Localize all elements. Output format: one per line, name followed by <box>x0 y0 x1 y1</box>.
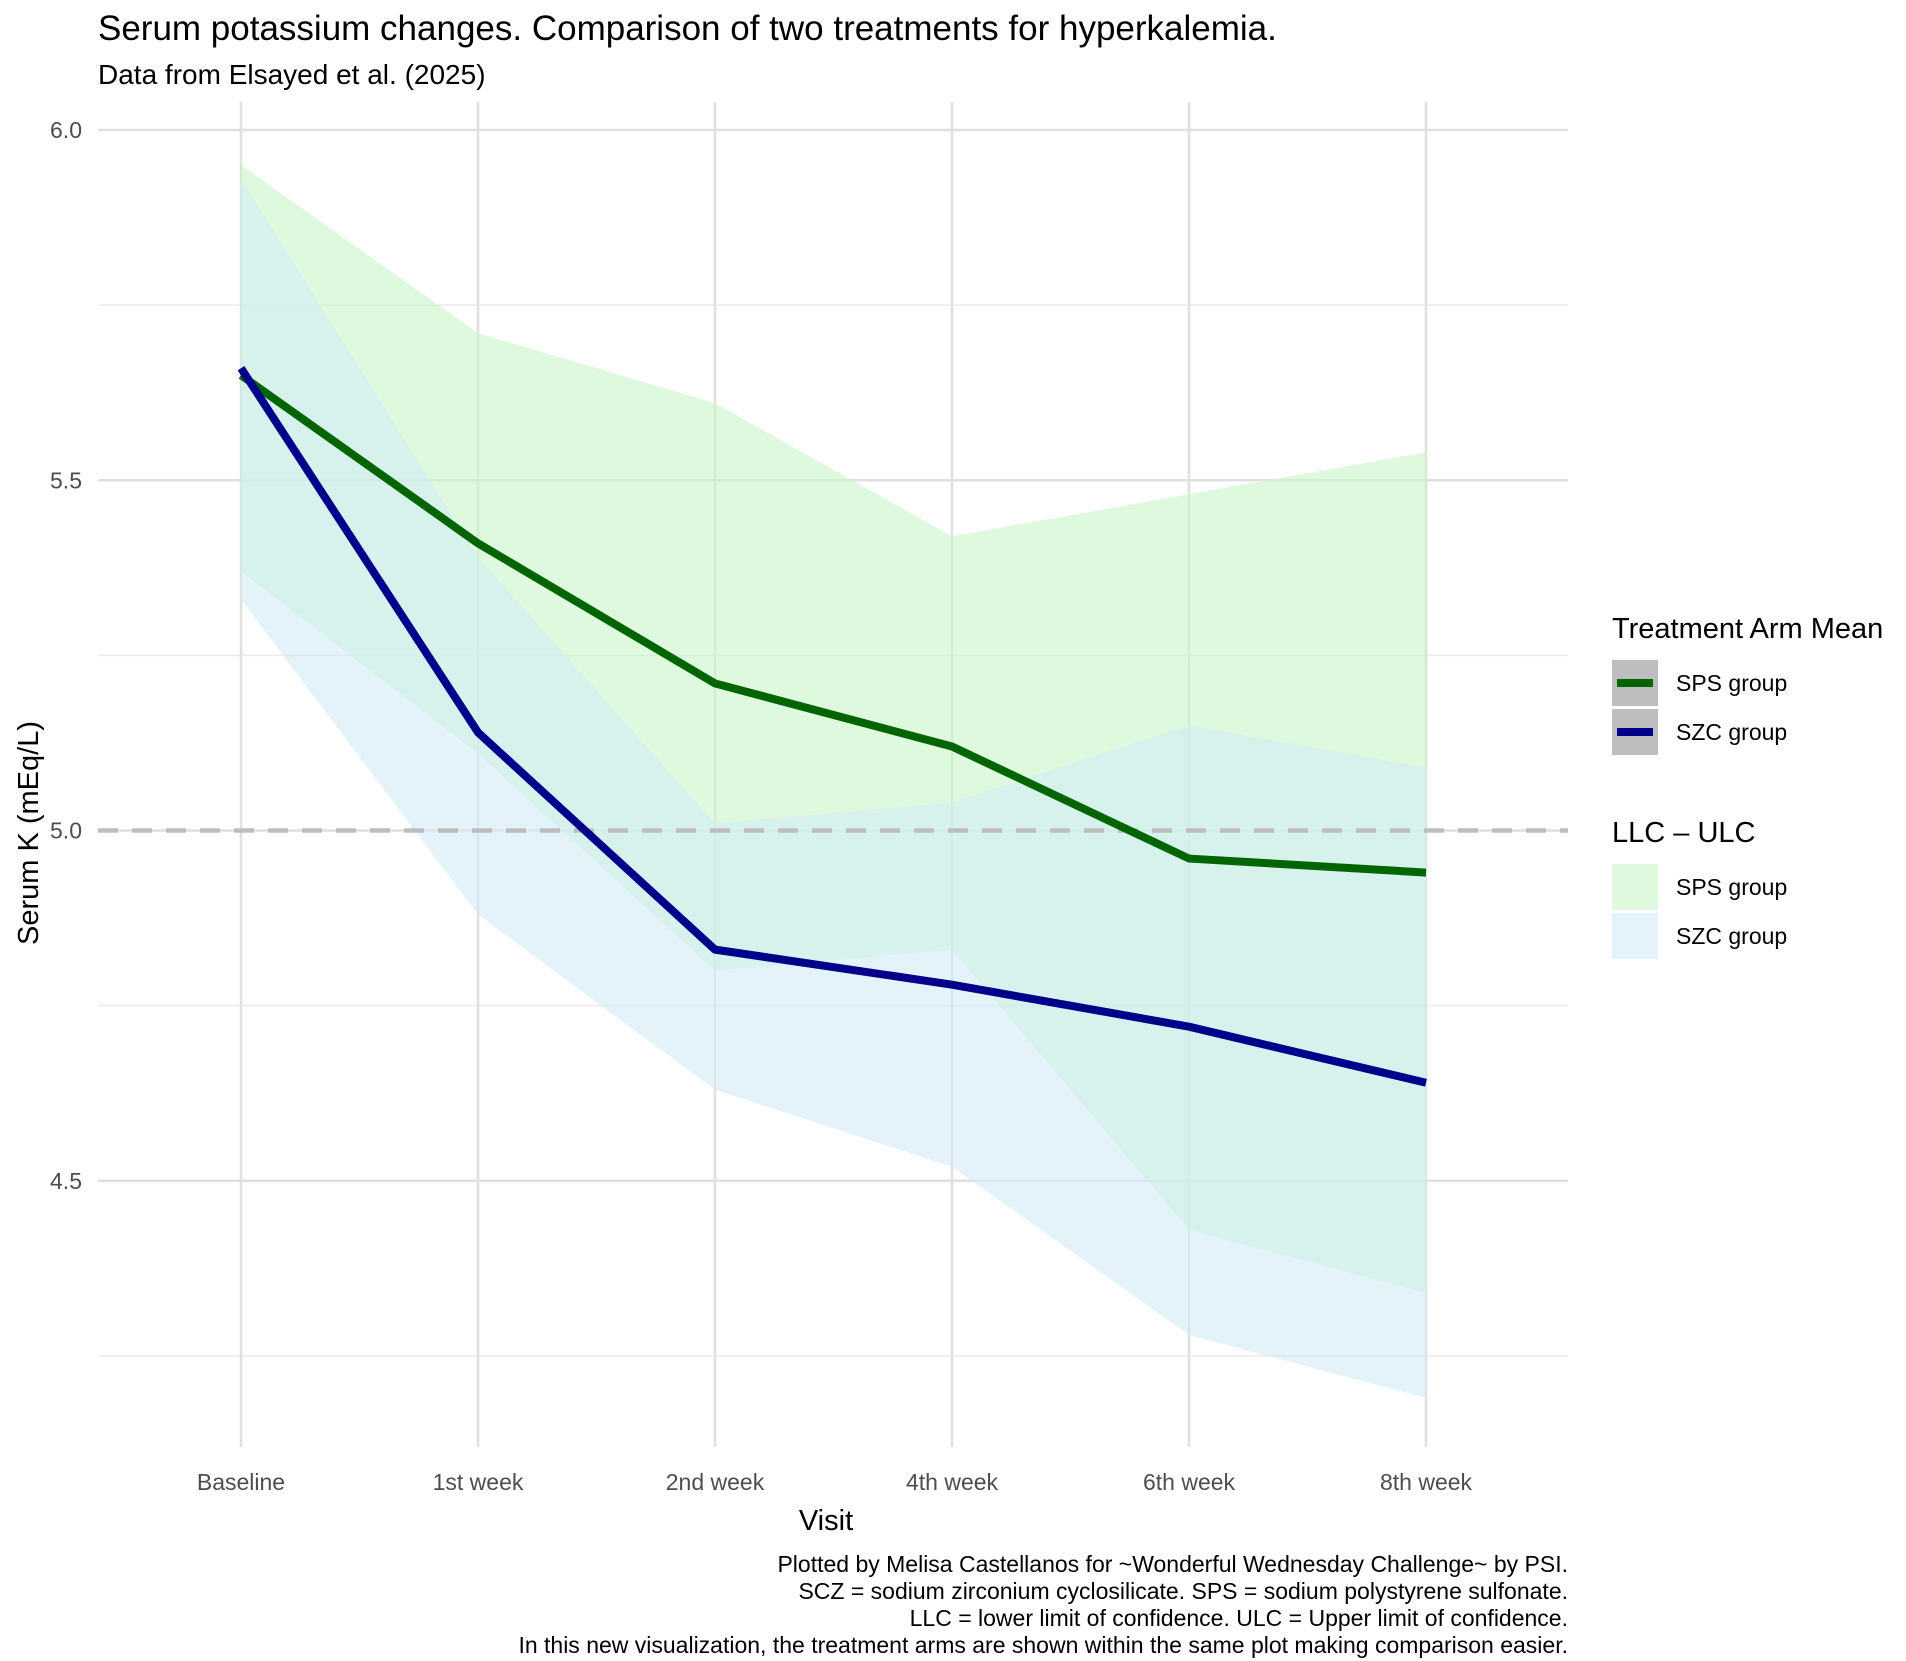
x-axis-title: Visit <box>799 1505 853 1537</box>
legend-title-band: LLC – ULC <box>1612 817 1755 849</box>
legend: Treatment Arm Mean SPS group SZC group LL… <box>1612 613 1883 959</box>
y-tick-label: 4.5 <box>50 1168 82 1194</box>
legend-key-band-szc-group <box>1612 913 1658 959</box>
chart-subtitle: Data from Elsayed et al. (2025) <box>98 59 486 90</box>
y-axis-ticks: 4.5 5.0 5.5 6.0 <box>50 117 82 1194</box>
legend-label-sps-group: SPS group <box>1676 670 1787 696</box>
y-tick-label: 5.0 <box>50 818 82 844</box>
x-tick-label: 6th week <box>1143 1469 1236 1495</box>
legend-label-band-szc-group: SZC group <box>1676 923 1787 949</box>
caption-line-2: SCZ = sodium zirconium cyclosilicate. SP… <box>798 1578 1568 1604</box>
x-tick-label: 2nd week <box>666 1469 765 1495</box>
caption-line-4: In this new visualization, the treatment… <box>518 1632 1568 1658</box>
y-tick-label: 6.0 <box>50 117 82 143</box>
x-axis-ticks: Baseline 1st week 2nd week 4th week 6th week… <box>197 1469 1473 1495</box>
mean-lines <box>237 366 1427 1087</box>
caption-line-1: Plotted by Melisa Castellanos for ~Wonde… <box>777 1551 1568 1577</box>
series-line-sps-group <box>238 371 1427 877</box>
y-axis-title: Serum K (mEq/L) <box>13 721 45 945</box>
legend-band-keys: SPS group SZC group <box>1612 864 1787 959</box>
y-tick-label: 5.5 <box>50 467 82 493</box>
legend-mean-keys: SPS group SZC group <box>1612 660 1787 755</box>
x-tick-label: 1st week <box>433 1469 524 1495</box>
x-tick-label: 4th week <box>906 1469 999 1495</box>
legend-key-band-sps-group <box>1612 864 1658 910</box>
band-szc-group <box>241 179 1426 1398</box>
legend-label-band-sps-group: SPS group <box>1676 874 1787 900</box>
legend-title-mean: Treatment Arm Mean <box>1612 613 1883 645</box>
caption-line-3: LLC = lower limit of confidence. ULC = U… <box>910 1605 1568 1631</box>
series-line-szc-group <box>237 366 1427 1087</box>
chart-title: Serum potassium changes. Comparison of t… <box>98 9 1277 48</box>
x-tick-label: Baseline <box>197 1469 285 1495</box>
x-tick-label: 8th week <box>1380 1469 1473 1495</box>
legend-label-szc-group: SZC group <box>1676 719 1787 745</box>
confidence-bands <box>241 165 1426 1398</box>
caption: Plotted by Melisa Castellanos for ~Wonde… <box>518 1551 1568 1658</box>
